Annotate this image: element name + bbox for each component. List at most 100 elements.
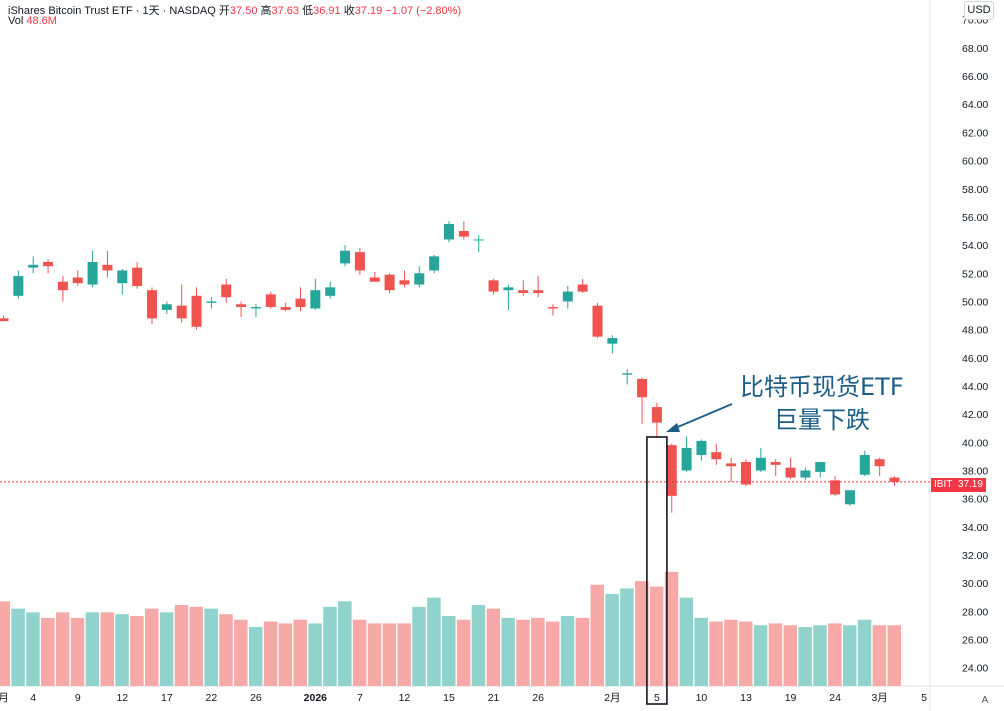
volume-bar xyxy=(560,616,575,686)
y-tick-label: 64.00 xyxy=(962,99,988,111)
candle-body xyxy=(800,470,811,478)
volume-bar xyxy=(263,621,278,686)
y-tick-label: 32.00 xyxy=(962,550,988,562)
x-tick-label: 12 xyxy=(399,692,411,704)
price-axis[interactable]: 24.00 26.00 28.00 30.00 32.00 34.00 36.00 38.00… xyxy=(962,15,988,675)
volume-bar xyxy=(768,623,783,686)
candlesticks xyxy=(0,221,900,513)
candle-body xyxy=(132,267,143,286)
volume-label[interactable]: Vol xyxy=(8,15,24,27)
auto-scale-button[interactable]: A xyxy=(981,695,989,706)
high-label: 高 xyxy=(260,5,272,17)
y-tick-label: 54.00 xyxy=(962,240,988,252)
x-tick-label: 15 xyxy=(443,692,455,704)
candle-body xyxy=(607,338,618,344)
volume-bar xyxy=(575,617,590,686)
volume-bar xyxy=(783,625,798,686)
y-tick-label: 28.00 xyxy=(962,606,988,618)
close-value: 37.19 xyxy=(354,5,383,17)
annotation-arrow xyxy=(666,403,733,432)
candle-body xyxy=(57,281,68,291)
volume-bar xyxy=(308,623,322,686)
volume-bar xyxy=(531,617,545,686)
x-tick-label: 9 xyxy=(75,692,81,704)
y-tick-label: 50.00 xyxy=(962,296,988,308)
candle-body xyxy=(43,262,54,267)
x-tick-label: 2月 xyxy=(604,692,620,704)
x-tick-label: 12 xyxy=(116,692,128,704)
volume-bar xyxy=(100,612,114,686)
volume-bar xyxy=(204,608,218,686)
x-tick-label: 26 xyxy=(250,692,262,704)
y-tick-label: 58.00 xyxy=(962,184,988,196)
low-value: 36.91 xyxy=(313,5,341,17)
volume-bar xyxy=(813,625,827,686)
volume-bar xyxy=(887,625,901,686)
candle-body xyxy=(458,231,469,237)
candle-body xyxy=(889,477,900,482)
candle-body xyxy=(310,290,321,309)
candle-body xyxy=(384,274,395,291)
volume-bar xyxy=(159,612,174,686)
x-tick-label: 13 xyxy=(740,692,752,704)
candle-body xyxy=(280,307,291,310)
candle-body xyxy=(770,462,781,465)
volume-bar xyxy=(248,627,263,686)
volume-bar xyxy=(427,597,441,686)
x-tick-label: 4 xyxy=(30,692,36,704)
volume-bar xyxy=(753,625,768,686)
candle-body xyxy=(488,280,499,292)
candle-body xyxy=(0,318,9,322)
y-tick-label: 26.00 xyxy=(962,635,988,647)
volume-bar xyxy=(278,623,293,686)
candle-body xyxy=(444,223,454,240)
volume-bar xyxy=(649,586,664,686)
candle-body xyxy=(414,273,425,285)
y-tick-label: 24.00 xyxy=(962,663,988,675)
candle-body xyxy=(117,270,128,284)
candle-body xyxy=(681,447,692,471)
volume-bar xyxy=(486,608,501,686)
volume-bar xyxy=(590,584,604,686)
volume-bar xyxy=(85,612,100,686)
x-tick-label: 2026 xyxy=(304,692,328,704)
candle-body xyxy=(741,462,751,485)
volume-bar xyxy=(798,627,812,686)
candle-body xyxy=(147,290,157,319)
candle-body xyxy=(651,407,662,423)
candle-body xyxy=(429,256,440,271)
candle-body xyxy=(295,298,306,308)
volume-value: 48.6M xyxy=(26,15,57,27)
y-tick-label: 62.00 xyxy=(962,127,988,139)
volume-bar xyxy=(516,619,530,686)
volume-bar xyxy=(323,606,337,686)
volume-bar xyxy=(679,597,694,686)
candle-body xyxy=(176,305,187,319)
y-tick-label: 68.00 xyxy=(962,43,988,55)
highlight-box xyxy=(646,436,668,705)
candle-body xyxy=(28,264,39,268)
candle-body xyxy=(399,280,410,285)
x-tick-label: 26 xyxy=(532,692,544,704)
y-tick-label: 38.00 xyxy=(962,465,988,477)
x-tick-label: 3月 xyxy=(871,692,887,704)
candle-body xyxy=(533,290,544,293)
volume-bar xyxy=(397,623,411,686)
volume-bar xyxy=(664,571,679,686)
y-tick-label: 56.00 xyxy=(962,212,988,224)
symbol-title[interactable]: iShares Bitcoin Trust ETF · 1天 · NASDAQ xyxy=(8,5,216,17)
volume-bar xyxy=(338,601,352,686)
volume-bar xyxy=(694,617,708,686)
candle-body xyxy=(577,284,588,292)
volume-bar xyxy=(442,616,456,686)
x-tick-label: 月 xyxy=(0,692,9,704)
volume-bar xyxy=(724,619,738,686)
candle-body xyxy=(206,301,217,303)
candle-body xyxy=(265,294,276,308)
currency-button[interactable]: USD xyxy=(964,1,994,20)
volume-bar xyxy=(456,619,471,686)
volume-bar xyxy=(842,625,857,686)
time-axis[interactable]: 月 4 9 12 17 22 26 2026 7 12 15 21 26 2月 5 10 13 19 24 3月 5 xyxy=(0,692,927,704)
